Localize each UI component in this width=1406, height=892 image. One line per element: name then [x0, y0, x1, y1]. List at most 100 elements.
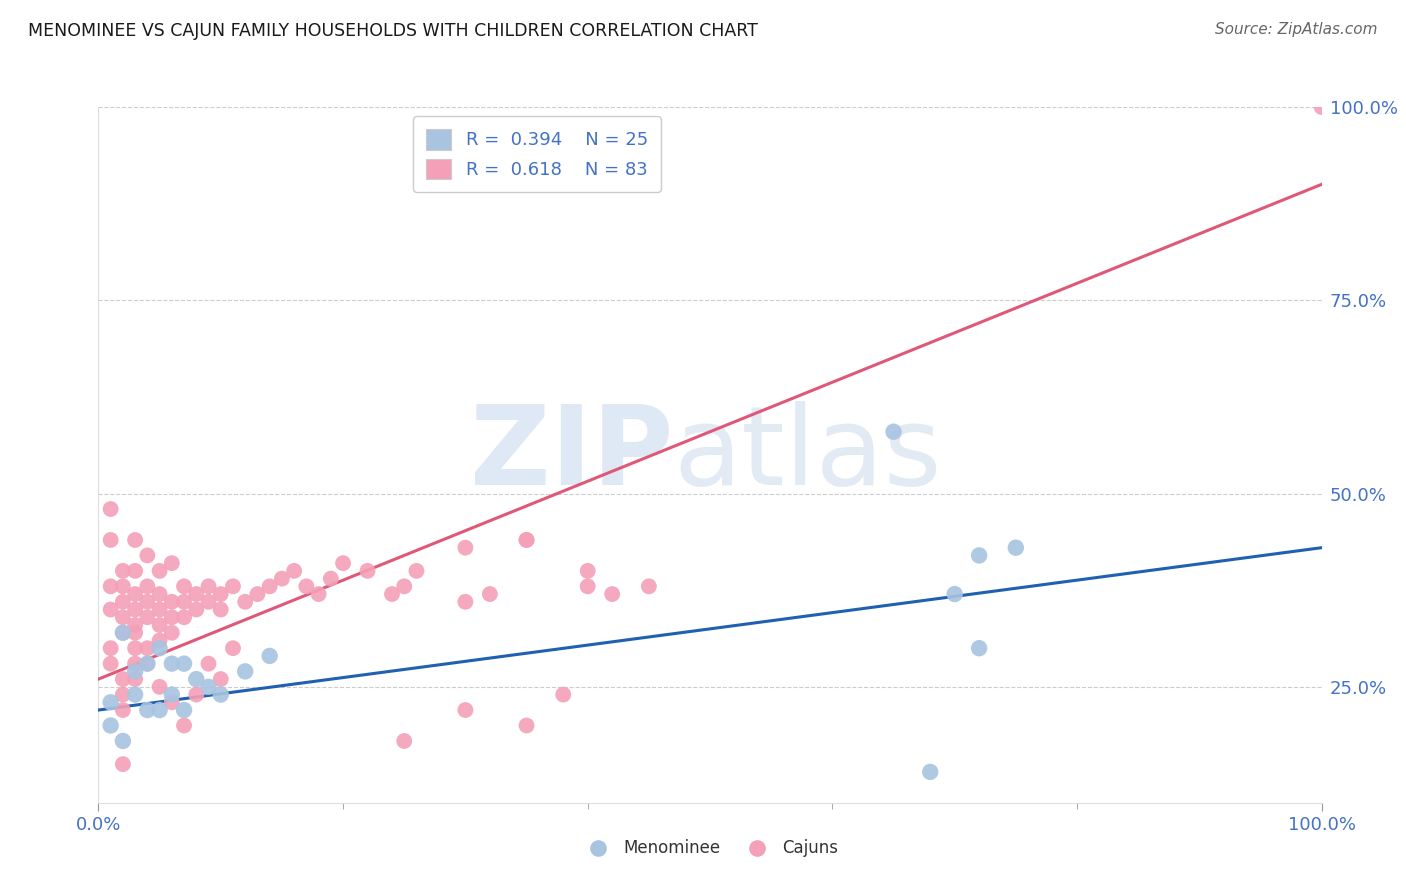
- Point: [967, 641, 990, 656]
- Text: atlas: atlas: [673, 401, 942, 508]
- Point: [149, 633, 172, 648]
- Point: [111, 625, 134, 640]
- Point: [1310, 100, 1333, 114]
- Point: [222, 641, 245, 656]
- Point: [209, 587, 232, 601]
- Point: [124, 672, 146, 686]
- Point: [124, 533, 146, 547]
- Point: [478, 587, 501, 601]
- Point: [100, 502, 122, 516]
- Point: [124, 587, 146, 601]
- Point: [160, 595, 183, 609]
- Point: [136, 657, 159, 671]
- Point: [259, 579, 281, 593]
- Point: [173, 595, 195, 609]
- Point: [209, 688, 232, 702]
- Point: [100, 695, 122, 709]
- Point: [111, 595, 134, 609]
- Point: [100, 533, 122, 547]
- Text: MENOMINEE VS CAJUN FAMILY HOUSEHOLDS WITH CHILDREN CORRELATION CHART: MENOMINEE VS CAJUN FAMILY HOUSEHOLDS WIT…: [28, 22, 758, 40]
- Point: [943, 587, 966, 601]
- Point: [319, 572, 342, 586]
- Point: [553, 688, 575, 702]
- Point: [392, 579, 416, 593]
- Point: [136, 610, 159, 624]
- Point: [270, 572, 294, 586]
- Point: [233, 665, 256, 679]
- Point: [356, 564, 378, 578]
- Point: [124, 564, 146, 578]
- Legend: Menominee, Cajuns: Menominee, Cajuns: [575, 833, 845, 864]
- Point: [186, 672, 208, 686]
- Text: ZIP: ZIP: [470, 401, 673, 508]
- Point: [600, 587, 623, 601]
- Point: [173, 703, 195, 717]
- Point: [405, 564, 427, 578]
- Point: [136, 595, 159, 609]
- Point: [136, 549, 159, 563]
- Point: [124, 688, 146, 702]
- Point: [381, 587, 404, 601]
- Point: [638, 579, 661, 593]
- Point: [197, 680, 219, 694]
- Point: [149, 680, 172, 694]
- Point: [124, 618, 146, 632]
- Point: [246, 587, 269, 601]
- Point: [454, 541, 477, 555]
- Point: [111, 610, 134, 624]
- Point: [516, 718, 538, 732]
- Point: [136, 657, 159, 671]
- Point: [124, 641, 146, 656]
- Point: [149, 618, 172, 632]
- Point: [160, 610, 183, 624]
- Point: [111, 579, 134, 593]
- Point: [576, 579, 599, 593]
- Point: [920, 764, 942, 779]
- Point: [111, 757, 134, 772]
- Point: [111, 625, 134, 640]
- Point: [222, 579, 245, 593]
- Point: [111, 672, 134, 686]
- Point: [516, 533, 538, 547]
- Point: [186, 602, 208, 616]
- Point: [136, 703, 159, 717]
- Point: [100, 718, 122, 732]
- Point: [136, 579, 159, 593]
- Point: [967, 549, 990, 563]
- Point: [1004, 541, 1026, 555]
- Point: [160, 556, 183, 570]
- Point: [173, 579, 195, 593]
- Point: [454, 703, 477, 717]
- Point: [149, 602, 172, 616]
- Point: [136, 641, 159, 656]
- Point: [186, 688, 208, 702]
- Point: [100, 579, 122, 593]
- Point: [160, 688, 183, 702]
- Point: [283, 564, 305, 578]
- Point: [233, 595, 256, 609]
- Point: [124, 625, 146, 640]
- Point: [186, 587, 208, 601]
- Point: [100, 657, 122, 671]
- Point: [124, 602, 146, 616]
- Point: [111, 734, 134, 748]
- Point: [160, 695, 183, 709]
- Point: [308, 587, 330, 601]
- Point: [332, 556, 354, 570]
- Point: [111, 564, 134, 578]
- Point: [173, 657, 195, 671]
- Point: [392, 734, 416, 748]
- Point: [209, 672, 232, 686]
- Point: [160, 625, 183, 640]
- Point: [516, 533, 538, 547]
- Point: [124, 665, 146, 679]
- Point: [197, 595, 219, 609]
- Point: [295, 579, 318, 593]
- Point: [883, 425, 905, 439]
- Point: [100, 602, 122, 616]
- Point: [209, 602, 232, 616]
- Point: [111, 703, 134, 717]
- Point: [124, 657, 146, 671]
- Point: [197, 579, 219, 593]
- Point: [149, 641, 172, 656]
